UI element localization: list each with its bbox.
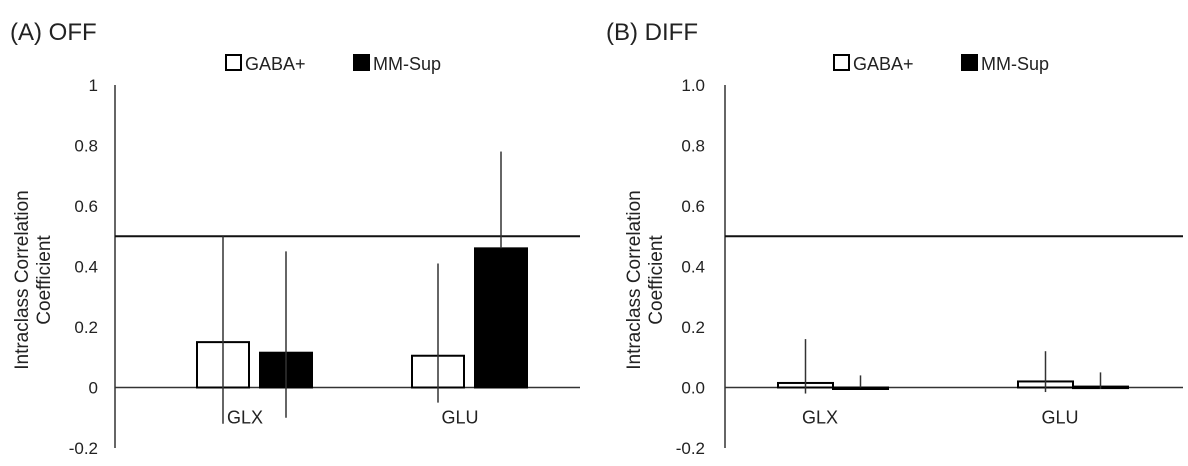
x-category-label: GLU [1041, 408, 1078, 428]
legend-swatch [961, 54, 978, 71]
bar-mm-sup-glx [832, 386, 889, 390]
y-tick-label: 0.8 [74, 137, 98, 156]
legend-label: GABA+ [853, 54, 914, 74]
x-category-label: GLX [227, 408, 263, 428]
legend: GABA+ MM-Sup [225, 54, 441, 74]
legend-label: MM-Sup [373, 54, 441, 74]
legend-swatch [353, 54, 370, 71]
y-axis-label-line: Coefficient [34, 235, 55, 325]
legend-label: GABA+ [245, 54, 306, 74]
x-category-label: GLU [441, 408, 478, 428]
chart-title: (A) OFF [10, 19, 97, 46]
legend-swatch [833, 54, 850, 71]
y-tick-label: 0.6 [74, 197, 98, 216]
x-category-label: GLX [802, 408, 838, 428]
y-tick-label: 1.0 [681, 76, 705, 95]
legend-swatch [225, 54, 242, 71]
y-tick-label: 0.4 [74, 258, 98, 277]
y-axis-label-line: Coefficient [646, 235, 667, 325]
y-tick-label: -0.2 [676, 439, 705, 458]
y-axis-label: Intraclass Correlation Coefficient [12, 190, 55, 370]
y-tick-label: 0.4 [681, 258, 705, 277]
legend: GABA+ MM-Sup [833, 54, 1049, 74]
legend-label: MM-Sup [981, 54, 1049, 74]
chart-panel-a: (A) OFF Intraclass Correlation Coefficient… [10, 19, 580, 458]
y-tick-label: 1 [89, 76, 98, 95]
y-tick-label: 0.0 [681, 379, 705, 398]
y-tick-label: 0.6 [681, 197, 705, 216]
y-axis-label: Intraclass Correlation Coefficient [624, 190, 667, 370]
y-tick-label: 0.2 [74, 318, 98, 337]
chart-title: (B) DIFF [606, 19, 698, 46]
y-axis-label-line: Intraclass Correlation [624, 190, 645, 370]
chart-panel-b: (B) DIFF Intraclass Correlation Coefficien… [606, 19, 1183, 458]
y-tick-label: 0 [89, 379, 98, 398]
bar-mm-sup-glu [474, 247, 528, 389]
y-tick-label: 0.2 [681, 318, 705, 337]
y-tick-label: 0.8 [681, 137, 705, 156]
y-axis-label-line: Intraclass Correlation [12, 190, 33, 370]
y-tick-label: -0.2 [69, 439, 98, 458]
